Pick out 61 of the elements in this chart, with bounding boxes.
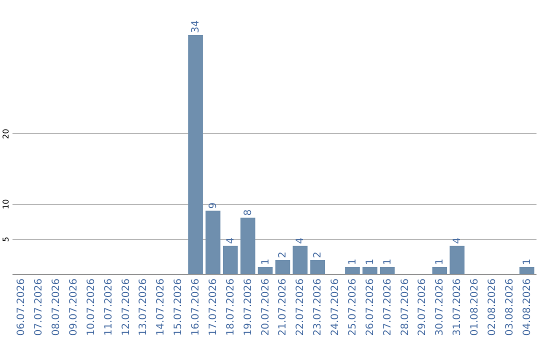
x-tick-label: 31.07.2026: [452, 278, 464, 336]
bar: [380, 266, 395, 274]
y-tick-label: 10: [2, 199, 10, 210]
x-tick-label: 17.07.2026: [208, 278, 219, 336]
bar: [275, 260, 290, 274]
bar: [362, 266, 378, 274]
data-label: 1: [347, 258, 358, 265]
x-tick-label: 15.07.2026: [173, 278, 184, 336]
x-tick-label: 03.08.2026: [504, 278, 516, 336]
x-tick-label: 21.07.2026: [278, 278, 289, 336]
y-tick-label: 5: [2, 236, 10, 242]
data-label: 4: [295, 238, 306, 244]
data-label: 1: [260, 258, 272, 265]
bar: [519, 266, 534, 274]
x-tick-label: 18.07.2026: [225, 278, 236, 336]
x-tick-label: 04.08.2026: [522, 278, 533, 336]
x-tick-label: 19.07.2026: [242, 278, 254, 336]
x-tick-label: 14.07.2026: [156, 278, 167, 336]
data-label: 34: [190, 20, 202, 33]
x-tick-label: 25.07.2026: [347, 278, 358, 336]
x-tick-label: 28.07.2026: [400, 278, 411, 336]
x-tick-label: 12.07.2026: [120, 278, 132, 336]
x-tick-label: 06.07.2026: [16, 278, 28, 336]
x-tick-label: 02.08.2026: [486, 278, 498, 336]
data-label: 2: [278, 252, 289, 258]
bar: [345, 266, 360, 274]
data-label: 1: [364, 258, 376, 265]
bar: [292, 246, 308, 274]
x-tick-label: 29.07.2026: [417, 278, 428, 336]
bar: [206, 210, 220, 274]
x-tick-label: 26.07.2026: [364, 278, 376, 336]
x-tick-label: 20.07.2026: [260, 278, 272, 336]
x-tick-label: 16.07.2026: [190, 278, 202, 336]
x-tick-label: 30.07.2026: [434, 278, 446, 336]
bar: [240, 218, 256, 274]
x-tick-label: 01.08.2026: [470, 278, 481, 336]
data-label: 4: [452, 238, 464, 244]
x-tick-label: 27.07.2026: [382, 278, 394, 336]
bar: [222, 246, 238, 274]
x-tick-label: 10.07.2026: [86, 278, 97, 336]
x-tick-label: 07.07.2026: [34, 278, 45, 336]
data-label: 2: [312, 252, 324, 258]
y-tick-label: 20: [2, 128, 10, 140]
data-label: 4: [225, 238, 236, 244]
x-tick-label: 09.07.2026: [68, 278, 80, 336]
data-label: 9: [208, 202, 219, 209]
bar: [258, 266, 273, 274]
data-label: 1: [434, 258, 446, 265]
x-tick-label: 22.07.2026: [295, 278, 306, 336]
bar: [450, 246, 465, 274]
data-label: 1: [382, 258, 394, 265]
data-label: 1: [522, 258, 533, 265]
x-tick-label: 11.07.2026: [103, 278, 114, 336]
bar: [432, 266, 448, 274]
bar: [310, 260, 326, 274]
x-tick-label: 24.07.2026: [330, 278, 342, 336]
x-tick-label: 13.07.2026: [138, 278, 150, 336]
x-tick-label: 23.07.2026: [312, 278, 324, 336]
x-tick-label: 08.07.2026: [51, 278, 62, 336]
bar: [188, 35, 203, 274]
data-label: 8: [242, 209, 254, 216]
